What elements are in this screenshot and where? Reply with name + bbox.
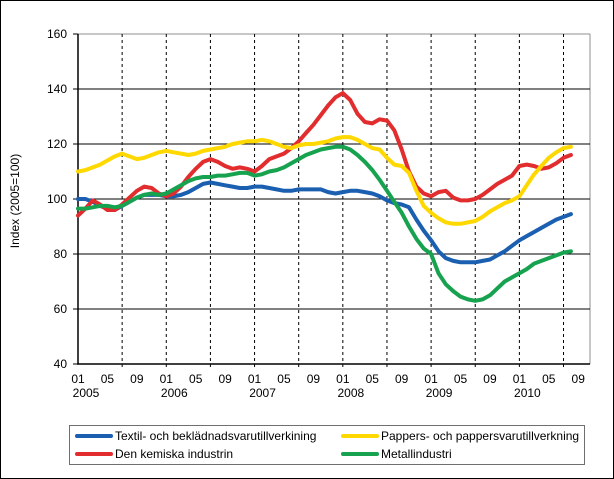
- x-tick-label: 09: [483, 372, 497, 386]
- x-tick-label: 05: [454, 372, 468, 386]
- y-tick-label: 60: [54, 302, 68, 316]
- x-tick-label: 09: [572, 372, 586, 386]
- y-axis-title: Index (2005=100): [8, 153, 22, 249]
- legend-swatch: [75, 434, 113, 438]
- y-tick-label: 100: [47, 192, 67, 206]
- x-tick-label: 05: [189, 372, 203, 386]
- x-year-label: 2010: [514, 386, 541, 400]
- legend-swatch: [341, 452, 379, 456]
- y-tick-label: 140: [47, 82, 67, 96]
- x-tick-label: 01: [248, 372, 262, 386]
- x-tick-label: 05: [101, 372, 115, 386]
- legend-label: Metallindustri: [381, 447, 452, 461]
- x-tick-label: 01: [336, 372, 350, 386]
- x-tick-label: 09: [130, 372, 144, 386]
- y-tick-label: 120: [47, 137, 67, 151]
- x-tick-label: 01: [160, 372, 174, 386]
- y-tick-label: 160: [47, 27, 67, 41]
- x-year-label: 2005: [73, 386, 100, 400]
- legend-swatch: [341, 434, 379, 438]
- x-tick-label: 01: [71, 372, 85, 386]
- x-year-label: 2009: [426, 386, 453, 400]
- x-tick-label: 09: [395, 372, 409, 386]
- x-year-label: 2007: [249, 386, 276, 400]
- legend-label: Textil- och beklädnadsvarutillverkining: [115, 429, 317, 443]
- x-tick-label: 05: [542, 372, 556, 386]
- x-tick-label: 05: [366, 372, 380, 386]
- legend-swatch: [75, 452, 113, 456]
- x-tick-label: 09: [307, 372, 321, 386]
- x-year-label: 2008: [337, 386, 364, 400]
- y-tick-label: 40: [54, 357, 68, 371]
- legend-label: Den kemiska industrin: [115, 447, 234, 461]
- legend-label: Pappers- och pappersvarutillverkning: [381, 429, 580, 443]
- x-year-label: 2006: [161, 386, 188, 400]
- series-line-3: [76, 135, 573, 226]
- x-tick-label: 05: [277, 372, 291, 386]
- x-tick-label: 09: [218, 372, 232, 386]
- x-tick-label: 01: [424, 372, 438, 386]
- y-tick-label: 80: [54, 247, 68, 261]
- legend: Textil- och beklädnadsvarutillverkining P…: [69, 425, 585, 465]
- legend-item: Pappers- och pappersvarutillverkning: [341, 428, 584, 444]
- series-line-4: [76, 144, 573, 303]
- x-tick-label: 01: [513, 372, 527, 386]
- legend-item: Den kemiska industrin: [75, 446, 341, 462]
- legend-item: Textil- och beklädnadsvarutillverkining: [75, 428, 341, 444]
- legend-item: Metallindustri: [341, 446, 584, 462]
